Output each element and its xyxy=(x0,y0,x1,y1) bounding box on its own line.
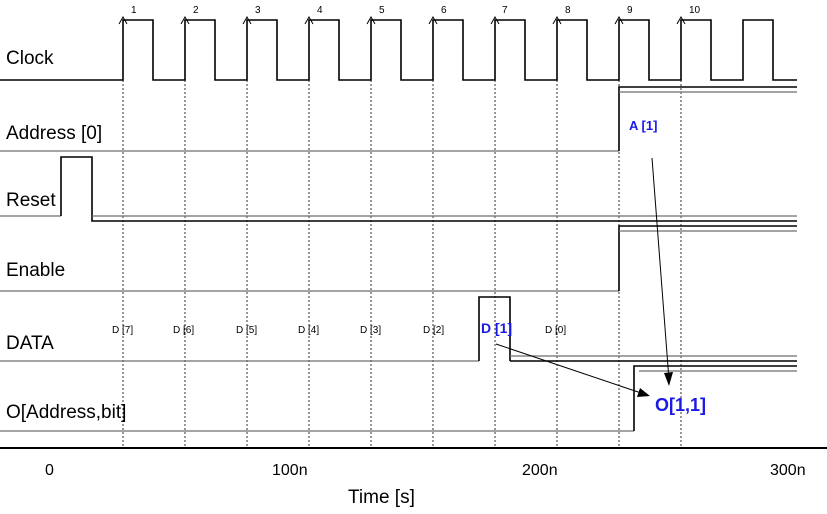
signal-label-clock: Clock xyxy=(6,48,54,69)
address-to-output-arrow xyxy=(651,157,670,381)
clock-edge-6: 6 xyxy=(441,5,447,16)
address-value-annotation: A [1] xyxy=(629,118,657,133)
data-bit-labels: D [7] D [6] D [5] D [4] D [3] D [2] D [1… xyxy=(112,320,566,336)
tick-label-100n: 100n xyxy=(272,462,308,479)
clock-edge-9: 9 xyxy=(627,5,633,16)
signal-label-output: O[Address,bit] xyxy=(6,402,126,423)
data-to-output-arrow xyxy=(495,343,645,395)
signal-label-address: Address [0] xyxy=(6,123,102,144)
output-waveform xyxy=(0,365,797,432)
clock-edge-4: 4 xyxy=(317,5,323,16)
clock-edge-5: 5 xyxy=(379,5,385,16)
signal-label-data: DATA xyxy=(6,333,54,354)
data-label-d5: D [5] xyxy=(236,325,257,336)
data-arrow-head xyxy=(637,388,650,397)
data-label-d7: D [7] xyxy=(112,325,133,336)
data-label-d2: D [2] xyxy=(423,325,444,336)
reset-waveform xyxy=(0,156,797,222)
clock-edge-10: 10 xyxy=(689,5,701,16)
signal-label-enable: Enable xyxy=(6,260,65,281)
clock-waveform xyxy=(0,15,797,81)
data-label-d4: D [4] xyxy=(298,325,319,336)
data-waveform xyxy=(0,296,797,362)
data-label-d1-highlight: D [1] xyxy=(481,320,512,336)
tick-label-0: 0 xyxy=(45,462,54,479)
tick-label-200n: 200n xyxy=(522,462,558,479)
clock-edge-1: 1 xyxy=(131,5,137,16)
signal-label-reset: Reset xyxy=(6,190,56,211)
clock-edge-7: 7 xyxy=(502,5,508,16)
output-value-annotation: O[1,1] xyxy=(655,395,706,415)
address-arrow-head xyxy=(664,372,673,386)
enable-waveform xyxy=(0,225,797,292)
time-axis-title: Time [s] xyxy=(348,487,415,508)
signal-labels: Clock Address [0] Reset Enable DATA O[Ad… xyxy=(6,48,126,423)
data-label-d6: D [6] xyxy=(173,325,194,336)
tick-label-300n: 300n xyxy=(770,462,806,479)
annotation-arrows xyxy=(495,157,673,397)
data-label-d0: D [0] xyxy=(545,325,566,336)
clock-edge-2: 2 xyxy=(193,5,199,16)
clock-edge-guides xyxy=(122,20,682,448)
address-waveform xyxy=(0,86,797,152)
clock-edge-numbers: 1 2 3 4 5 6 7 8 9 10 xyxy=(131,5,701,16)
clock-edge-3: 3 xyxy=(255,5,261,16)
time-axis-ticks: 0 100n 200n 300n xyxy=(45,462,806,479)
clock-edge-8: 8 xyxy=(565,5,571,16)
data-label-d3: D [3] xyxy=(360,325,381,336)
